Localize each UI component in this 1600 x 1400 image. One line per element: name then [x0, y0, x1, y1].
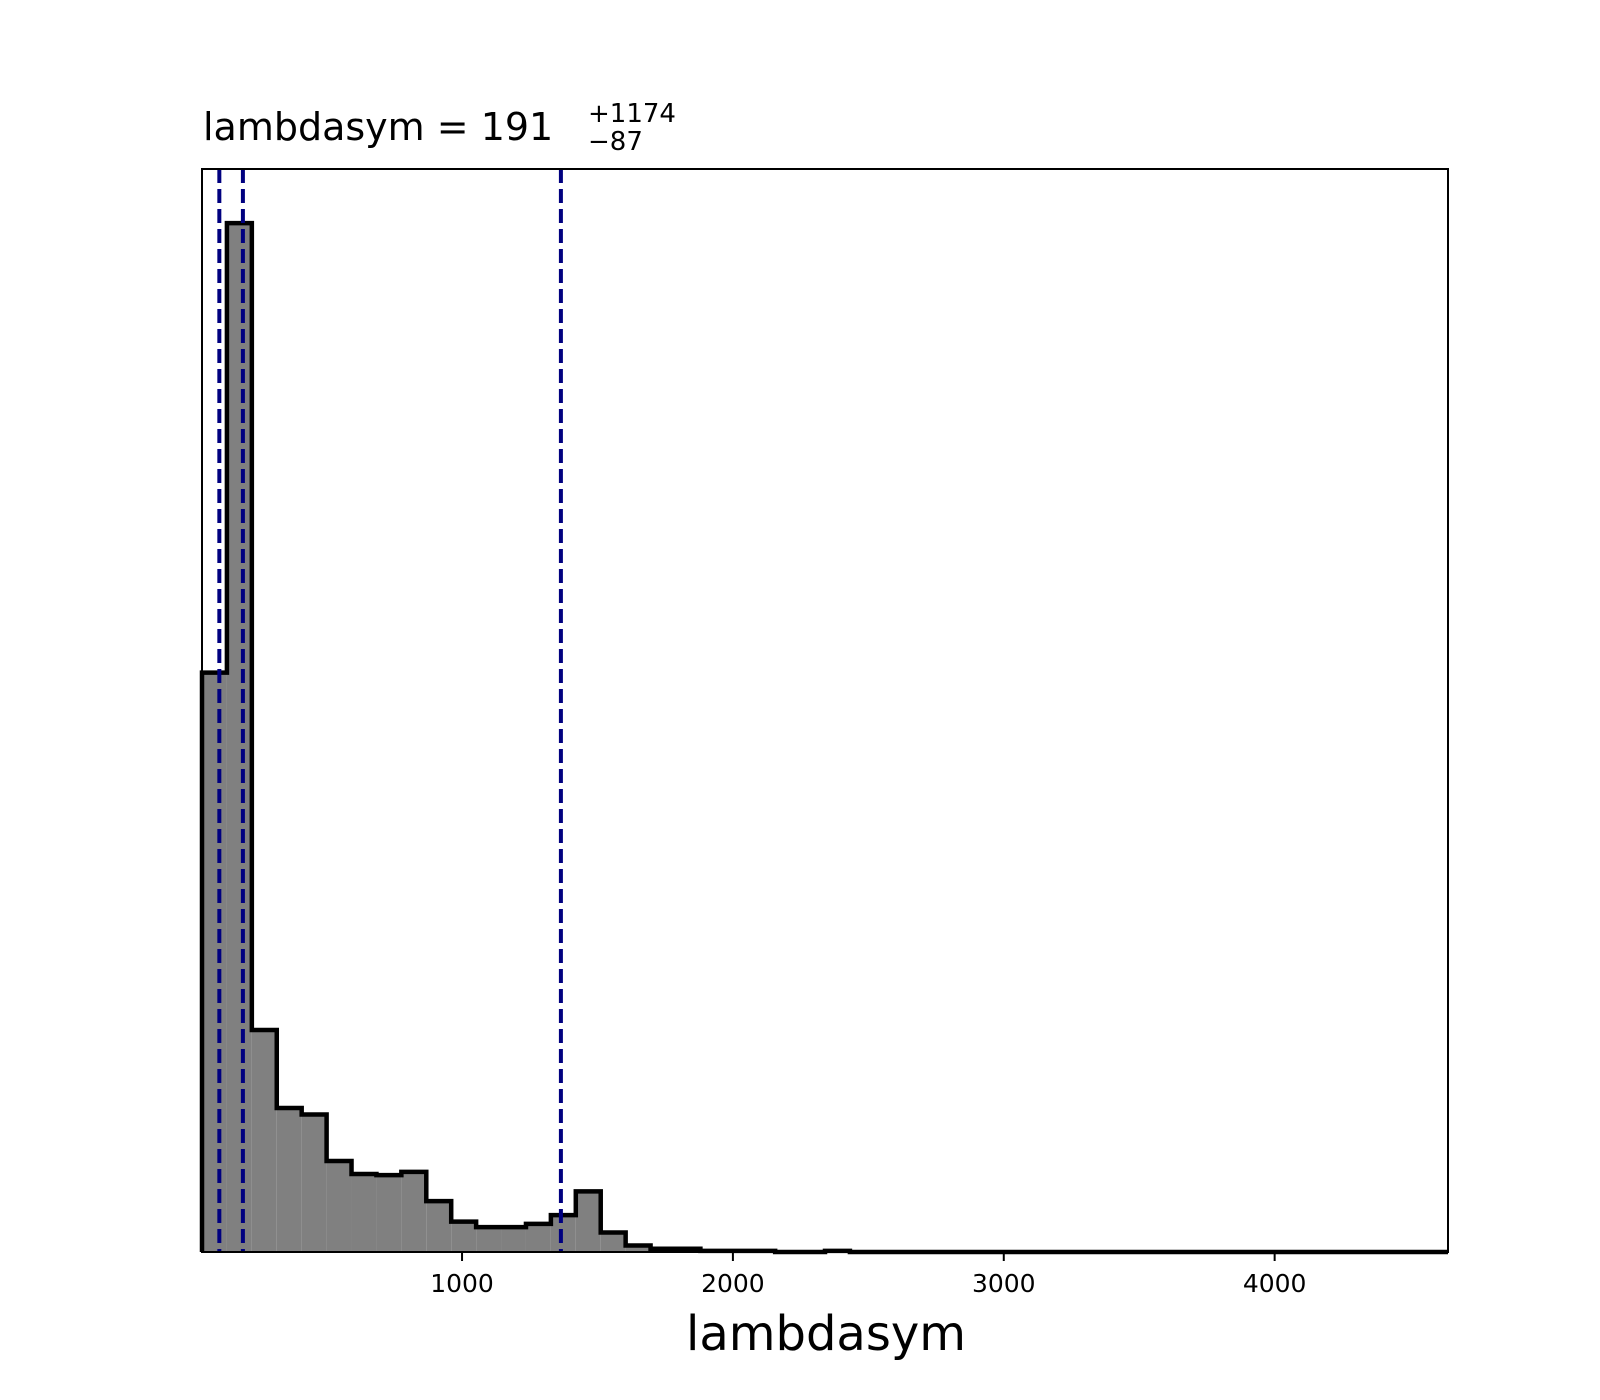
x-tick-label: 1000	[430, 1269, 494, 1298]
histogram-bar	[501, 1227, 526, 1252]
histogram-bar	[600, 1232, 626, 1252]
histogram-bar	[276, 1107, 302, 1252]
histogram-bar	[550, 1215, 576, 1252]
chart-title: lambdasym = 191	[203, 105, 553, 149]
histogram-bar	[226, 223, 252, 1252]
x-axis-label: lambdasym	[686, 1306, 966, 1362]
histogram-bar	[575, 1191, 601, 1252]
histogram-bar	[401, 1171, 427, 1252]
quantile-lines	[217, 169, 563, 1252]
histogram-bar	[251, 1029, 277, 1252]
histogram-outline	[199, 220, 1448, 1255]
histogram-bar	[625, 1245, 651, 1252]
x-tick-label: 4000	[1243, 1269, 1307, 1298]
plot-area: 1000 2000 3000 4000	[199, 168, 1449, 1298]
histogram-bar	[376, 1175, 402, 1252]
histogram-bar	[326, 1161, 352, 1252]
histogram-bar	[451, 1221, 477, 1252]
histogram-bar	[426, 1201, 452, 1252]
title-sub: −87	[588, 127, 643, 157]
x-axis-ticks: 1000 2000 3000 4000	[430, 1252, 1306, 1298]
axes-frame	[201, 168, 1449, 1253]
histogram-bar	[525, 1223, 551, 1252]
histogram-bar	[476, 1227, 502, 1252]
histogram-bar	[301, 1114, 327, 1252]
histogram-bar	[351, 1174, 377, 1252]
title-main: lambdasym = 191	[203, 105, 553, 149]
histogram-bar	[202, 672, 227, 1252]
x-tick-label: 3000	[972, 1269, 1036, 1298]
histogram-bars	[202, 223, 850, 1252]
x-tick-label: 2000	[701, 1269, 765, 1298]
title-sup: +1174	[588, 99, 676, 129]
